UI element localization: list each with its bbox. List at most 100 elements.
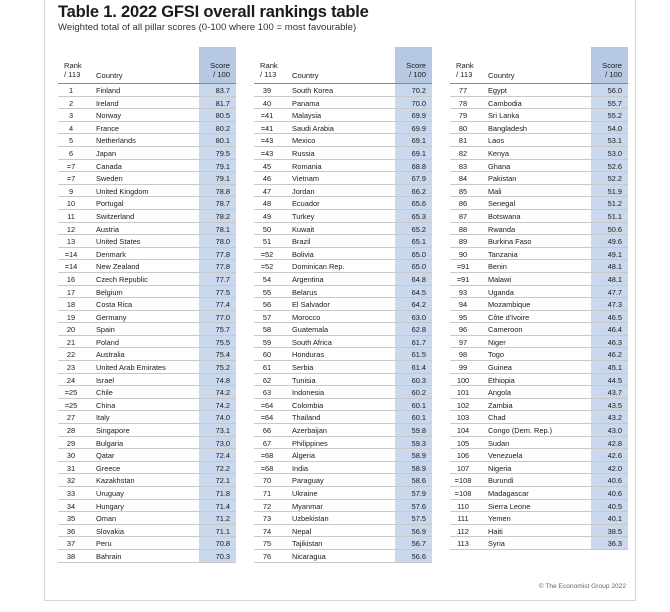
table-row: 67 Philippines 59.3 xyxy=(254,436,432,450)
country-cell: Senegal xyxy=(488,199,516,209)
country-header: Country xyxy=(96,71,123,80)
score-cell: 46.5 xyxy=(591,310,628,323)
rank-cell: 102 xyxy=(456,400,470,410)
rank-cell: 48 xyxy=(262,199,272,209)
score-cell: 59.3 xyxy=(395,436,432,449)
country-cell: Syria xyxy=(488,539,505,549)
score-cell: 52.2 xyxy=(591,172,628,184)
rank-cell: 100 xyxy=(456,375,470,385)
country-cell: Qatar xyxy=(96,451,115,461)
rank-cell: 94 xyxy=(458,300,468,310)
rank-cell: =7 xyxy=(66,174,76,184)
rank-cell: 55 xyxy=(262,287,272,297)
rank-cell: =64 xyxy=(260,413,274,423)
country-cell: Tajikistan xyxy=(292,539,323,549)
table-subtitle: Weighted total of all pillar scores (0-1… xyxy=(58,22,357,33)
score-cell: 42.8 xyxy=(591,436,628,449)
rank-cell: =41 xyxy=(260,111,274,121)
table-row: 55 Belarus 64.5 xyxy=(254,285,432,299)
country-cell: Egypt xyxy=(488,86,507,95)
table-row: 50 Kuwait 65.2 xyxy=(254,222,432,236)
score-cell: 70.3 xyxy=(199,549,236,562)
rank-cell: 67 xyxy=(262,438,272,448)
country-cell: Peru xyxy=(96,539,112,549)
score-cell: 36.3 xyxy=(591,537,628,549)
rank-cell: 30 xyxy=(66,451,76,461)
rank-cell: 107 xyxy=(456,463,470,473)
country-cell: Chile xyxy=(96,388,113,398)
table-row: 2 Ireland 81.7 xyxy=(58,96,236,110)
table-row: 89 Burkina Faso 49.6 xyxy=(450,235,628,248)
table-row: 28 Singapore 73.1 xyxy=(58,424,236,437)
score-cell: 44.5 xyxy=(591,373,628,386)
country-cell: Benin xyxy=(488,262,507,272)
table-row: 112 Haiti 38.5 xyxy=(450,524,628,538)
country-cell: Laos xyxy=(488,136,505,146)
rank-cell: 40 xyxy=(262,98,272,108)
score-cell: 70.2 xyxy=(395,84,432,96)
table-row: 78 Cambodia 55.7 xyxy=(450,96,628,110)
score-cell: 60.3 xyxy=(395,373,432,386)
score-cell: 72.2 xyxy=(199,461,236,474)
table-row: 62 Tunisia 60.3 xyxy=(254,373,432,387)
table-row: 3 Norway 80.5 xyxy=(58,109,236,122)
score-cell: 80.5 xyxy=(199,109,236,121)
score-cell: 69.1 xyxy=(395,146,432,159)
table-row: 79 Sri Lanka 55.2 xyxy=(450,109,628,122)
table-row: 61 Serbia 61.4 xyxy=(254,361,432,374)
table-row: 47 Jordan 66.2 xyxy=(254,184,432,198)
score-cell: 65.6 xyxy=(395,197,432,209)
rank-cell: 70 xyxy=(262,476,272,486)
table-row: 113 Syria 36.3 xyxy=(450,537,628,550)
table-row: 23 United Arab Emirates 75.2 xyxy=(58,361,236,374)
table-row: =91 Benin 48.1 xyxy=(450,260,628,273)
country-cell: Slovakia xyxy=(96,526,124,536)
rank-cell: 85 xyxy=(458,186,468,196)
country-cell: Angola xyxy=(488,388,512,398)
rank-cell: 112 xyxy=(457,526,469,536)
country-cell: Kazakhstan xyxy=(96,476,135,486)
table-row: 30 Qatar 72.4 xyxy=(58,449,236,462)
country-cell: Guatemala xyxy=(292,325,329,335)
score-cell: 74.8 xyxy=(199,373,236,386)
country-cell: Turkey xyxy=(292,211,315,221)
table-row: 87 Botswana 51.1 xyxy=(450,209,628,223)
table-row: 33 Uruguay 71.8 xyxy=(58,487,236,500)
table-row: 66 Azerbaijan 59.8 xyxy=(254,424,432,437)
rank-cell: 5 xyxy=(68,136,74,146)
score-cell: 78.2 xyxy=(199,209,236,222)
score-cell: 74.2 xyxy=(199,398,236,411)
rank-cell: 63 xyxy=(262,388,272,398)
country-cell: Nepal xyxy=(292,526,312,536)
score-cell: 72.1 xyxy=(199,474,236,486)
table-row: 36 Slovakia 71.1 xyxy=(58,524,236,538)
table-row: 101 Angola 43.7 xyxy=(450,386,628,399)
score-cell: 60.1 xyxy=(395,411,432,424)
score-cell: 56.0 xyxy=(591,84,628,96)
score-cell: 43.0 xyxy=(591,424,628,436)
rank-cell: 39 xyxy=(262,86,272,95)
country-cell: Guinea xyxy=(488,363,512,373)
rankings-table-1: Rank / 113 Country Score / 100 1 Finland 83.7… xyxy=(58,47,236,563)
score-cell: 79.5 xyxy=(199,146,236,159)
table-row: =14 New Zealand 77.8 xyxy=(58,260,236,273)
rank-cell: 101 xyxy=(456,388,470,398)
score-header: Score / 100 xyxy=(199,47,236,83)
score-cell: 74.2 xyxy=(199,386,236,398)
score-header: Score / 100 xyxy=(591,47,628,83)
score-cell: 53.1 xyxy=(591,134,628,146)
rank-cell: 79 xyxy=(458,111,468,121)
rank-cell: 82 xyxy=(458,148,468,158)
score-cell: 64.5 xyxy=(395,285,432,298)
table-row: 76 Nicaragua 56.6 xyxy=(254,549,432,563)
country-cell: United Arab Emirates xyxy=(96,363,166,373)
rank-cell: 71 xyxy=(262,489,272,498)
rank-cell: 46 xyxy=(262,174,272,184)
country-cell: Singapore xyxy=(96,426,130,436)
country-cell: Netherlands xyxy=(96,136,136,146)
country-cell: Mali xyxy=(488,186,502,196)
country-cell: Bulgaria xyxy=(96,438,124,448)
table-row: 88 Rwanda 50.6 xyxy=(450,222,628,236)
country-cell: United States xyxy=(96,237,141,247)
rank-cell: =43 xyxy=(260,148,274,158)
